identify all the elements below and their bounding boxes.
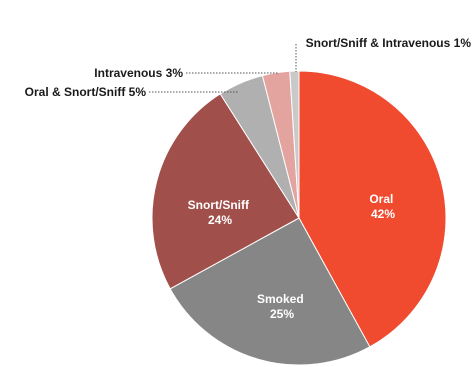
outside-label-intravenous: Intravenous 3% xyxy=(94,66,183,80)
pie-slice-oral xyxy=(298,70,447,348)
slice-label-oral: Oral 42% xyxy=(369,192,396,221)
pie-slices xyxy=(151,70,447,366)
outside-label-snort-sniff-intravenous: Snort/Sniff & Intravenous 1% xyxy=(306,36,472,50)
outside-label-oral-snort-sniff: Oral & Snort/Sniff 5% xyxy=(25,85,147,99)
pie-slice-snort-sniff xyxy=(151,93,300,290)
slice-label-snort-sniff: Snort/Sniff 24% xyxy=(188,198,253,227)
slice-label-smoked: Smoked 25% xyxy=(257,292,307,321)
pie-slice-snort-sniff-intravenous xyxy=(289,70,300,219)
pie-slice-smoked xyxy=(169,217,371,366)
